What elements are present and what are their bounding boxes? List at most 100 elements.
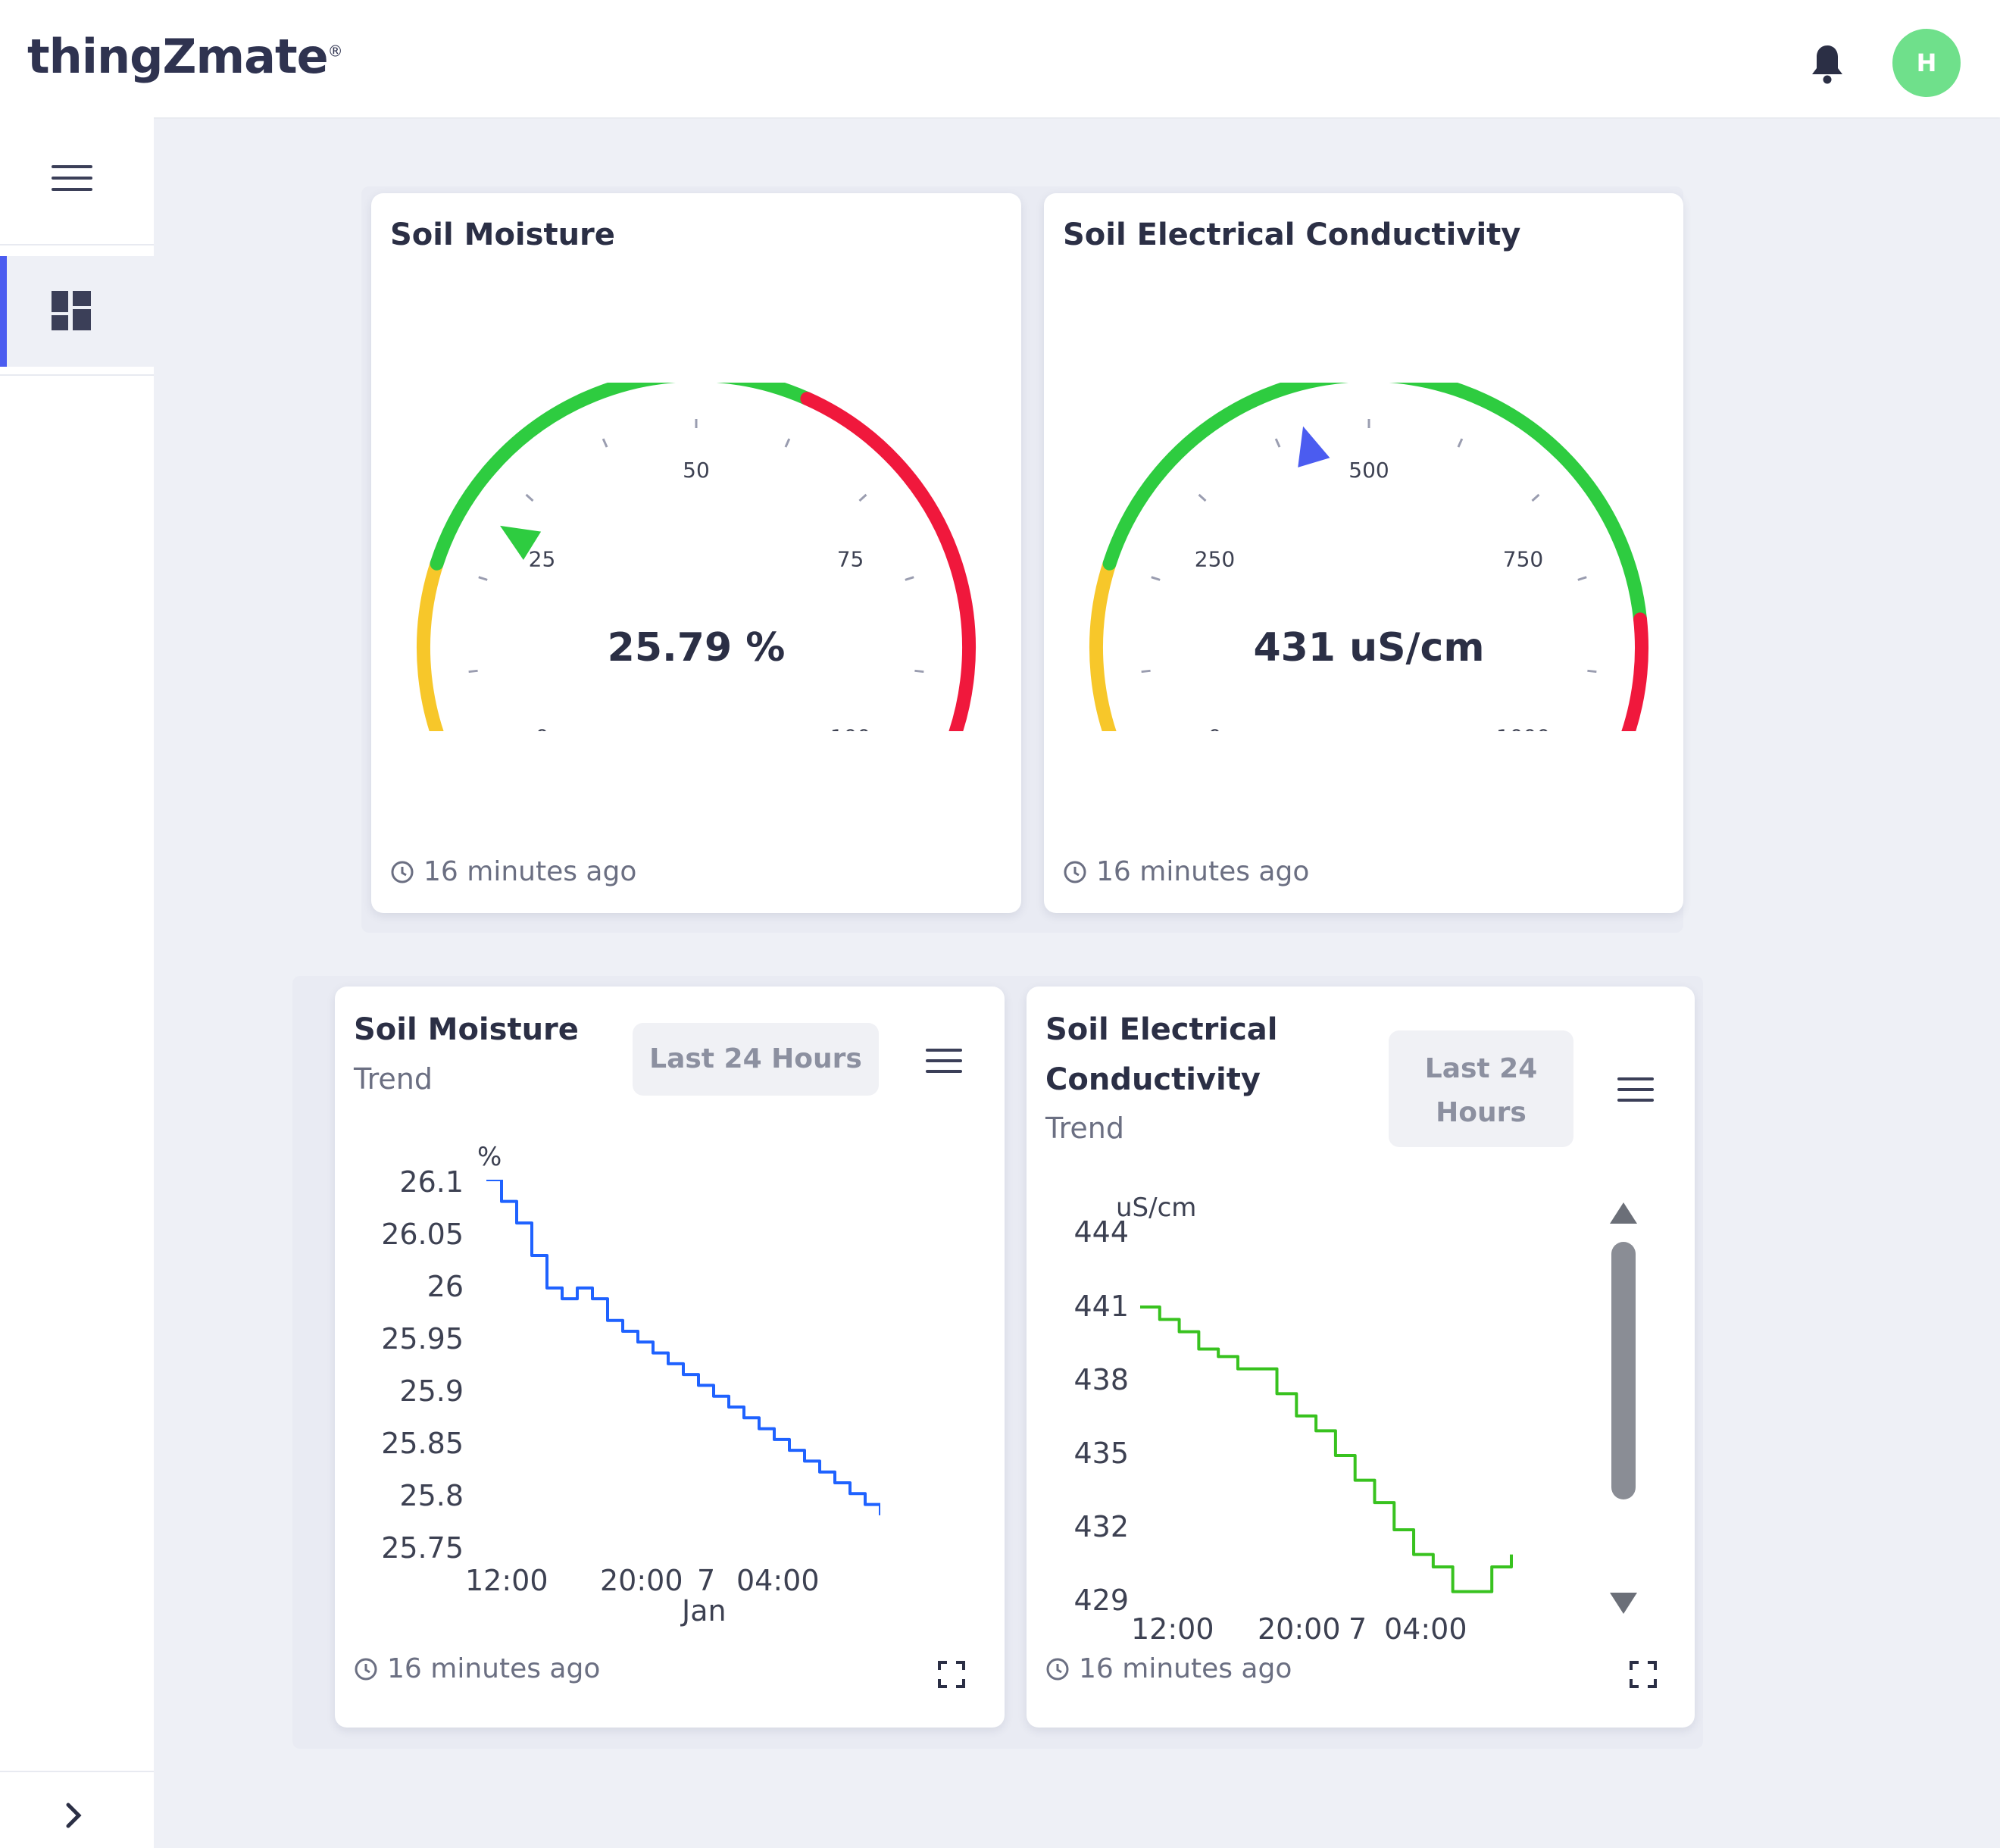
user-avatar[interactable]: H xyxy=(1892,29,1961,97)
gauge-value: 431 uS/cm xyxy=(1253,625,1485,671)
gauge-band xyxy=(800,392,976,731)
top-header: thingZmate® H xyxy=(0,0,2000,117)
sidebar-divider xyxy=(0,374,154,376)
gauge-tick xyxy=(1457,438,1464,448)
y-tick: 25.85 xyxy=(381,1427,464,1460)
x-tick: 12:00 xyxy=(465,1564,548,1597)
x-tick: 20:00 xyxy=(600,1564,683,1597)
y-tick: 25.8 xyxy=(399,1479,464,1512)
x-tick: 04:00 xyxy=(736,1564,820,1597)
last-updated: 16 minutes ago xyxy=(354,1653,600,1684)
y-unit: uS/cm xyxy=(1116,1193,1197,1223)
card-subtitle: Trend xyxy=(1045,1112,1124,1145)
scroll-up-arrow xyxy=(1610,1202,1637,1224)
y-unit: % xyxy=(477,1142,502,1172)
last-updated: 16 minutes ago xyxy=(1063,856,1309,887)
y-tick: 25.75 xyxy=(381,1531,464,1565)
x-tick: 04:00 xyxy=(1384,1612,1467,1646)
last-updated: 16 minutes ago xyxy=(390,856,636,887)
gauge-tick-label: 750 xyxy=(1503,547,1543,572)
y-tick: 26.1 xyxy=(399,1165,464,1199)
x-tick-sub: Jan xyxy=(682,1594,727,1628)
gauge-tick-label: 1000 xyxy=(1496,725,1550,732)
gauge-tick xyxy=(858,493,867,502)
gauge-tick xyxy=(905,576,914,581)
card-title-line2: Conductivity xyxy=(1045,1062,1261,1097)
gauge-tick-label: 75 xyxy=(837,547,864,572)
gauge-tick xyxy=(1531,493,1540,502)
gauge-tick xyxy=(1198,493,1207,502)
y-tick: 429 xyxy=(1073,1584,1129,1617)
gauge-tick-label: 50 xyxy=(683,458,710,483)
clock-icon xyxy=(391,861,414,883)
bell-icon[interactable] xyxy=(1809,42,1845,85)
x-tick: 20:00 xyxy=(1258,1612,1341,1646)
gauge-tick xyxy=(1577,576,1587,581)
gauge-band xyxy=(1089,556,1117,731)
card-title: Soil Moisture xyxy=(390,217,615,252)
gauge-card-soil-moisture: Soil Moisture 0 25 50 75 100 25.79 % 16 minu… xyxy=(371,193,1021,913)
range-button[interactable]: Last 24 Hours xyxy=(1389,1030,1573,1147)
chart-menu-icon[interactable] xyxy=(1617,1077,1654,1109)
card-title: Soil Moisture xyxy=(354,1012,579,1047)
dashboard-icon xyxy=(52,291,91,330)
sidebar xyxy=(0,117,154,1848)
y-tick: 26 xyxy=(427,1270,464,1303)
card-subtitle: Trend xyxy=(354,1062,433,1096)
gauge-tick xyxy=(1151,576,1161,581)
app-logo[interactable]: thingZmate® xyxy=(27,29,343,84)
gauge-pointer xyxy=(500,525,542,560)
y-tick: 435 xyxy=(1073,1437,1129,1470)
y-tick: 438 xyxy=(1073,1363,1129,1396)
card-title: Soil Electrical Conductivity xyxy=(1063,217,1521,252)
menu-icon[interactable] xyxy=(52,165,92,195)
gauge-band xyxy=(417,556,444,731)
gauge-tick-label: 0 xyxy=(1208,725,1222,732)
y-tick: 432 xyxy=(1073,1510,1129,1543)
soil-ec-line-chart xyxy=(1140,1305,1513,1593)
range-button[interactable]: Last 24 Hours xyxy=(633,1023,879,1096)
card-title-line1: Soil Electrical xyxy=(1045,1012,1278,1047)
y-tick: 25.95 xyxy=(381,1322,464,1356)
gauge-tick-label: 500 xyxy=(1348,458,1389,483)
trend-card-soil-ec: Soil Electrical Conductivity Trend Last … xyxy=(1027,987,1695,1728)
soil-ec-gauge: 0 250 500 750 1000 xyxy=(1089,383,1648,732)
x-tick: 7 xyxy=(1348,1612,1367,1646)
x-tick: 12:00 xyxy=(1131,1612,1214,1646)
series-line xyxy=(486,1180,880,1515)
sidebar-divider xyxy=(0,244,154,245)
gauge-tick-label: 100 xyxy=(830,725,870,732)
chart-menu-icon[interactable] xyxy=(926,1049,962,1080)
last-updated: 16 minutes ago xyxy=(1045,1653,1292,1684)
clock-icon xyxy=(1046,1658,1069,1680)
fullscreen-icon[interactable] xyxy=(1630,1661,1657,1688)
gauge-pointer xyxy=(1298,426,1330,467)
soil-moisture-line-chart xyxy=(486,1180,880,1515)
fullscreen-icon[interactable] xyxy=(938,1661,965,1688)
gauge-band xyxy=(430,383,814,571)
y-tick: 25.9 xyxy=(399,1374,464,1408)
clock-icon xyxy=(1064,861,1086,883)
y-tick: 26.05 xyxy=(381,1218,464,1251)
clock-icon xyxy=(355,1658,377,1680)
chevron-right-icon[interactable] xyxy=(61,1799,86,1832)
series-line xyxy=(1140,1305,1513,1593)
trend-card-soil-moisture: Soil Moisture Trend Last 24 Hours % 26.1… xyxy=(335,987,1005,1728)
gauge-tick-label: 0 xyxy=(536,725,549,732)
gauge-tick xyxy=(602,438,608,448)
gauge-band xyxy=(1102,383,1648,627)
soil-moisture-gauge: 0 25 50 75 100 xyxy=(417,383,976,732)
gauge-tick xyxy=(1274,438,1281,448)
y-tick: 444 xyxy=(1073,1215,1129,1249)
gauge-tick xyxy=(525,493,534,502)
gauge-tick-label: 25 xyxy=(529,547,556,572)
scroll-down-arrow[interactable] xyxy=(1610,1593,1637,1615)
gauge-band xyxy=(1621,612,1648,731)
gauge-tick xyxy=(784,438,791,448)
gauge-card-soil-ec: Soil Electrical Conductivity 0 250 500 750 1… xyxy=(1044,193,1683,913)
y-tick: 441 xyxy=(1073,1290,1129,1323)
gauge-tick xyxy=(478,576,488,581)
scroll-thumb xyxy=(1611,1242,1636,1499)
chart-scrollbar[interactable] xyxy=(1602,1202,1645,1506)
gauge-tick-label: 250 xyxy=(1195,547,1235,572)
